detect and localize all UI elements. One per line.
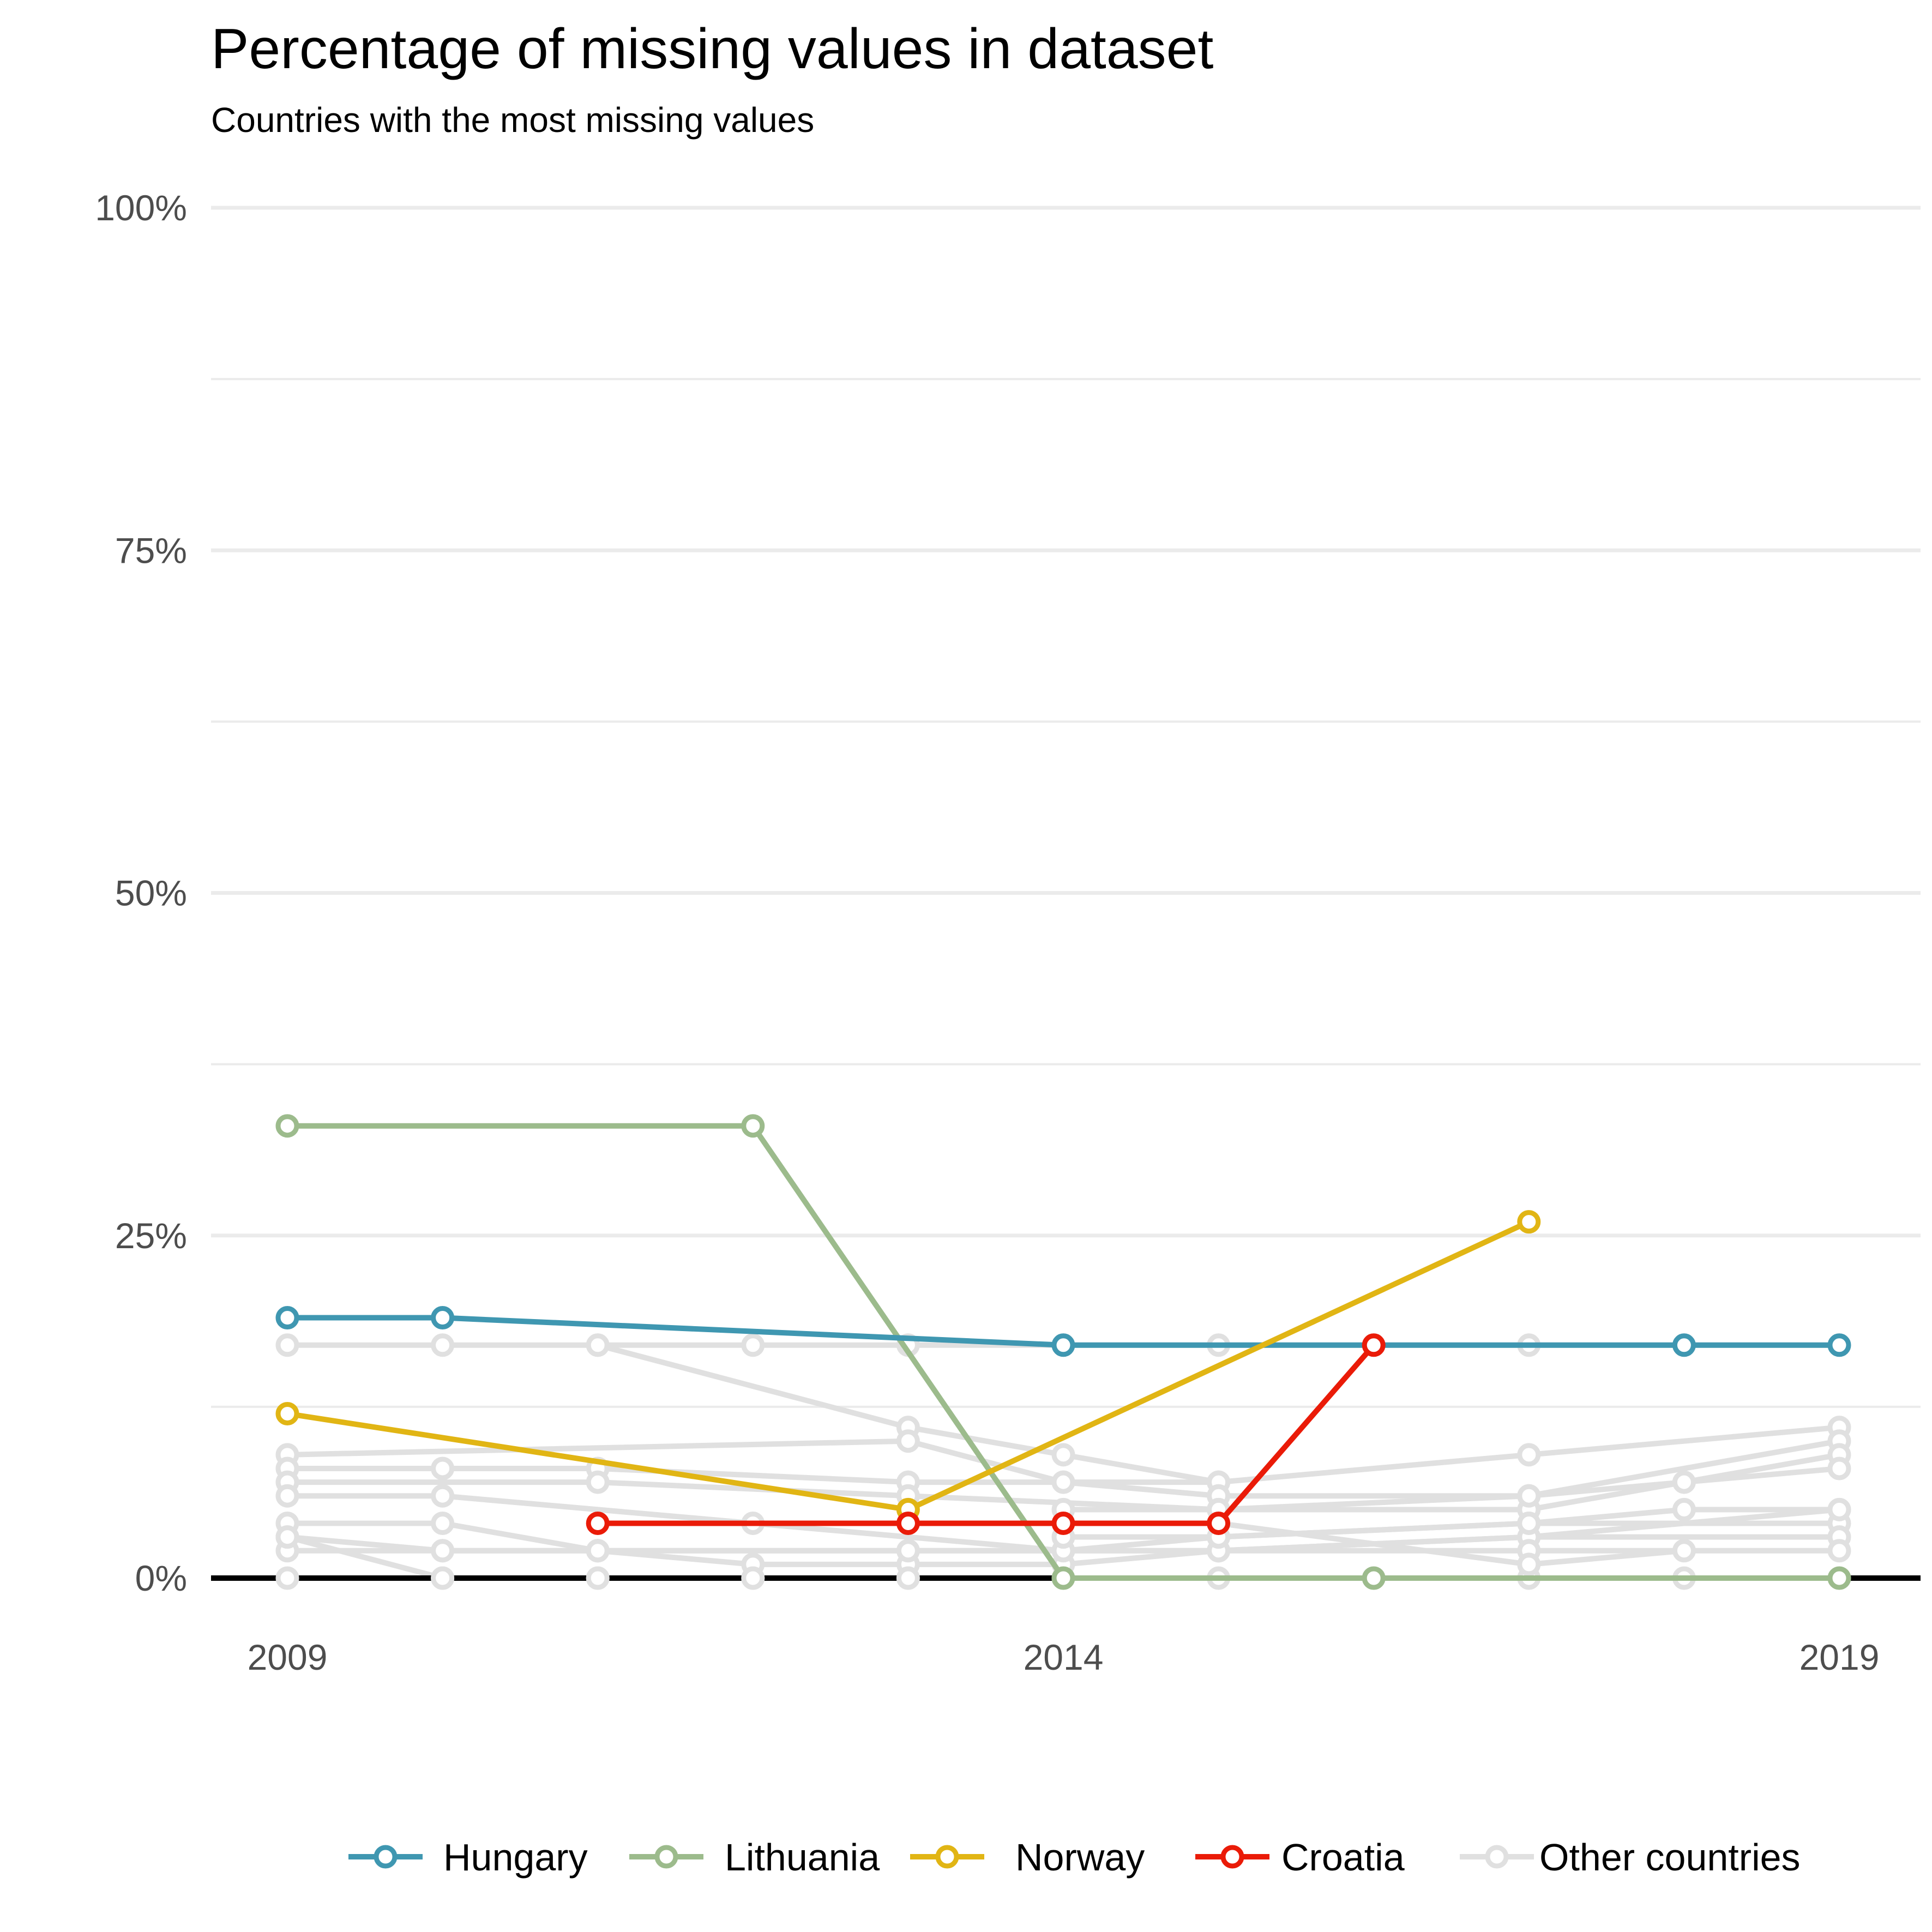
data-point-other-countries [1517, 1511, 1541, 1535]
data-point-lithuania [1827, 1566, 1851, 1590]
data-point-other-countries [431, 1484, 455, 1508]
legend-label-lithuania: Lithuania [725, 1836, 880, 1879]
data-point-hungary [1051, 1333, 1075, 1357]
chart-title: Percentage of missing values in dataset [211, 17, 1213, 81]
data-point-other-countries [431, 1456, 455, 1480]
series-line-other-countries [595, 1342, 1221, 1485]
data-point-other-countries [431, 1333, 455, 1357]
series-layer [211, 1114, 1921, 1590]
data-point-other-countries [1827, 1456, 1851, 1480]
legend-key-point-croatia [1220, 1845, 1244, 1869]
data-point-hungary [431, 1306, 455, 1330]
chart-subtitle: Countries with the most missing values [211, 100, 814, 140]
grid-lines [211, 206, 1921, 1580]
data-point-croatia [896, 1511, 920, 1535]
data-point-other-countries [586, 1566, 610, 1590]
legend: Hungary Lithuania Norway Croatia Other count… [348, 1836, 1801, 1879]
data-point-croatia [1362, 1333, 1386, 1357]
data-point-lithuania [741, 1114, 765, 1138]
legend-key-point-other-countries [1485, 1845, 1509, 1869]
data-point-other-countries [1517, 1484, 1541, 1508]
y-tick-label: 75% [115, 530, 187, 570]
legend-key-point-norway [935, 1845, 959, 1869]
data-point-other-countries [1051, 1470, 1075, 1494]
data-point-other-countries [275, 1333, 299, 1357]
data-point-other-countries [1672, 1470, 1696, 1494]
data-point-croatia [1051, 1511, 1075, 1535]
data-point-other-countries [1517, 1443, 1541, 1467]
data-point-other-countries [431, 1511, 455, 1535]
data-point-other-countries [1051, 1443, 1075, 1467]
series-line-other-countries [285, 1424, 1842, 1485]
legend-label-croatia: Croatia [1281, 1836, 1405, 1879]
data-point-other-countries [586, 1333, 610, 1357]
data-point-hungary [1827, 1333, 1851, 1357]
y-tick-label: 100% [95, 188, 187, 228]
data-point-norway [1517, 1210, 1541, 1234]
data-point-other-countries [896, 1539, 920, 1563]
y-tick-label: 50% [115, 873, 187, 913]
data-point-other-countries [275, 1525, 299, 1549]
data-point-hungary [1672, 1333, 1696, 1357]
data-point-other-countries [275, 1484, 299, 1508]
data-point-other-countries [896, 1429, 920, 1453]
data-point-lithuania [1362, 1566, 1386, 1590]
data-point-other-countries [1672, 1497, 1696, 1521]
data-point-other-countries [431, 1566, 455, 1590]
legend-label-hungary: Hungary [443, 1836, 588, 1879]
data-point-norway [275, 1401, 299, 1425]
data-point-other-countries [275, 1566, 299, 1590]
data-point-other-countries [1827, 1539, 1851, 1563]
legend-label-other-countries: Other countries [1539, 1836, 1801, 1879]
axes: 0% 25% 50% 75% 100% 2009 2014 2019 [95, 188, 1879, 1677]
y-tick-label: 0% [135, 1558, 187, 1598]
data-point-other-countries [1827, 1497, 1851, 1521]
data-point-other-countries [896, 1566, 920, 1590]
data-point-other-countries [1672, 1539, 1696, 1563]
y-tick-label: 25% [115, 1215, 187, 1256]
x-tick-label: 2019 [1799, 1637, 1880, 1677]
legend-label-norway: Norway [1015, 1836, 1145, 1879]
data-point-lithuania [275, 1114, 299, 1138]
data-point-other-countries [1517, 1552, 1541, 1576]
legend-key-point-lithuania [654, 1845, 678, 1869]
data-point-other-countries [741, 1566, 765, 1590]
data-point-other-countries [741, 1333, 765, 1357]
data-point-croatia [1207, 1511, 1231, 1535]
data-point-croatia [586, 1511, 610, 1535]
data-point-lithuania [1051, 1566, 1075, 1590]
data-point-other-countries [586, 1470, 610, 1494]
legend-key-point-hungary [374, 1845, 398, 1869]
data-point-hungary [275, 1306, 299, 1330]
x-tick-label: 2009 [248, 1637, 328, 1677]
data-point-other-countries [431, 1539, 455, 1563]
data-point-other-countries [586, 1539, 610, 1563]
x-tick-label: 2014 [1024, 1637, 1104, 1677]
